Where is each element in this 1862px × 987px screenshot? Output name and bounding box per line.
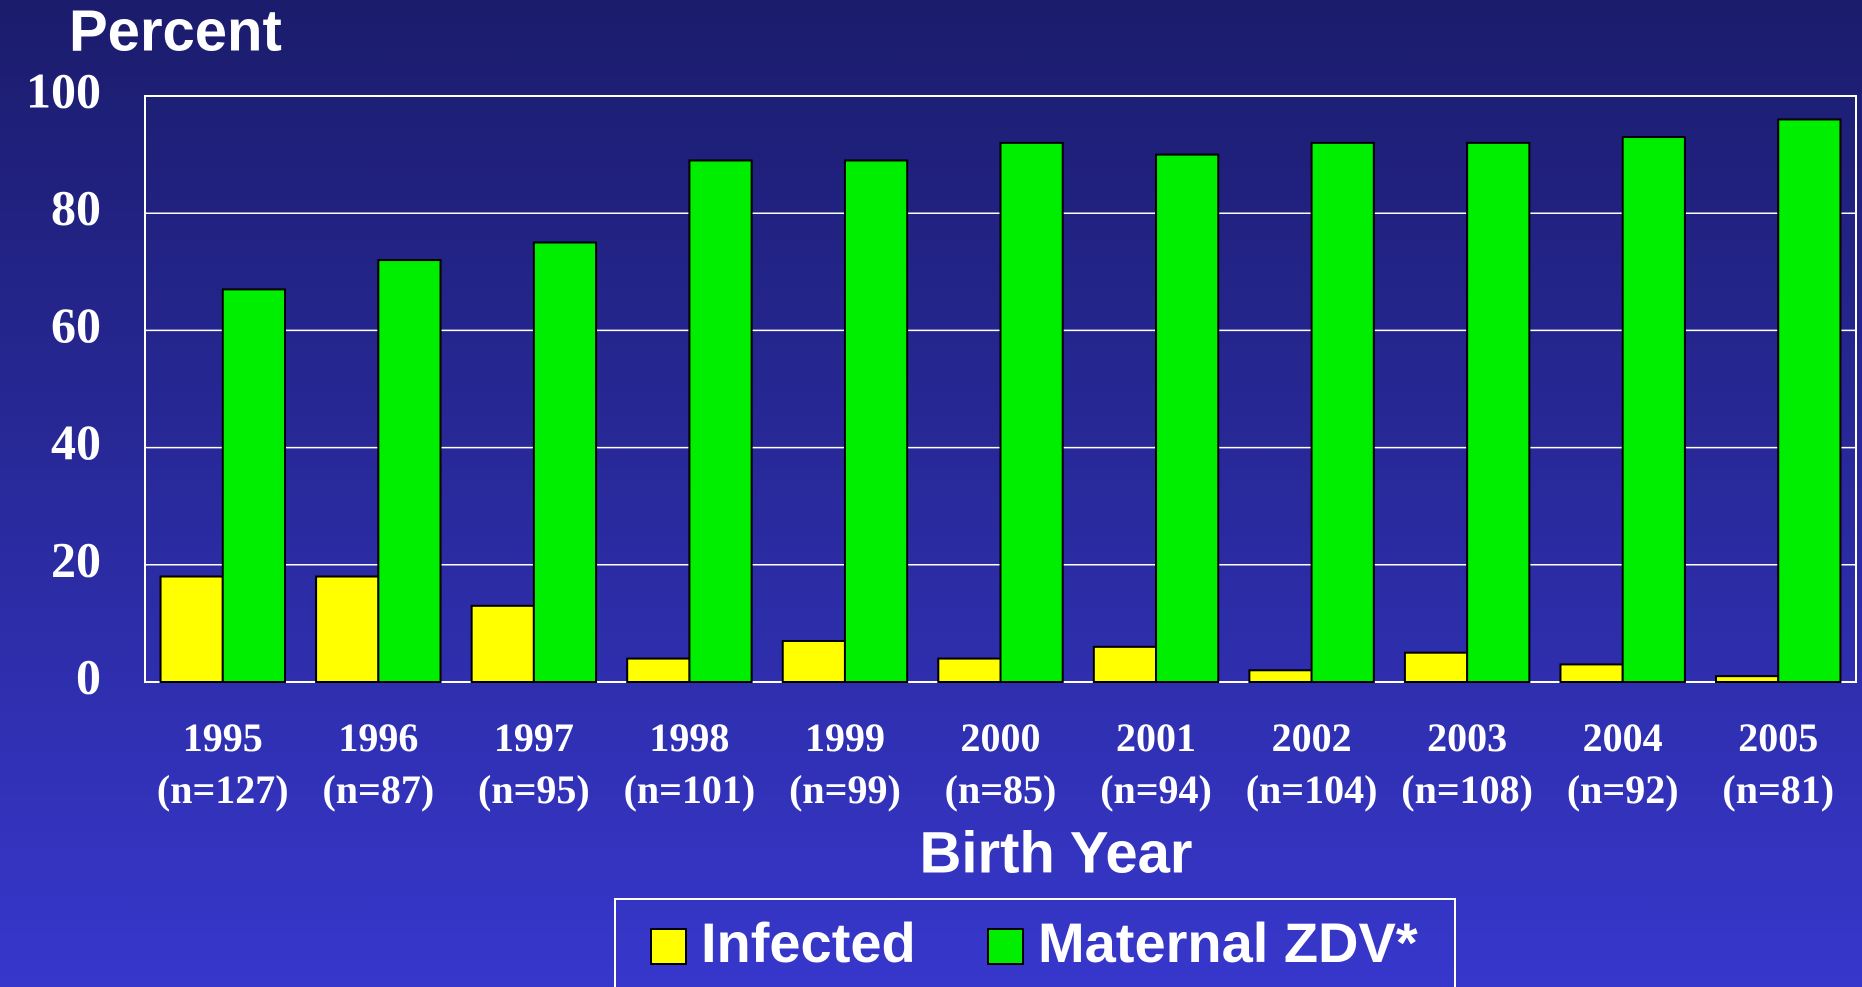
bar: [1559, 663, 1624, 683]
bar: [1777, 118, 1842, 683]
x-tick-label: 1995: [183, 715, 263, 760]
x-tick-label: (n=127): [157, 767, 289, 812]
y-axis-label: Percent: [69, 0, 282, 63]
y-tick-label: 0: [76, 648, 101, 704]
x-axis-label: Birth Year: [920, 820, 1193, 885]
x-tick-label: 2000: [961, 715, 1041, 760]
x-tick-label: (n=108): [1401, 767, 1533, 812]
bar: [470, 604, 535, 684]
bar: [377, 259, 442, 683]
x-tick-label: (n=81): [1722, 767, 1834, 812]
bar: [937, 657, 1002, 683]
legend-label: Maternal ZDV*: [1038, 911, 1418, 974]
x-tick-label: 2005: [1738, 715, 1818, 760]
x-tick-label: (n=104): [1246, 767, 1378, 812]
bar: [781, 639, 846, 683]
y-tick-label: 40: [51, 414, 101, 470]
bar: [626, 657, 691, 683]
bar: [1715, 675, 1780, 684]
bar: [1466, 141, 1531, 683]
y-tick-label: 20: [51, 531, 101, 587]
x-tick-label: 2002: [1272, 715, 1352, 760]
bar: [843, 159, 909, 683]
x-tick-label: 2003: [1427, 715, 1507, 760]
x-tick-label: (n=94): [1100, 767, 1212, 812]
x-tick-label: (n=87): [322, 767, 434, 812]
x-tick-label: (n=92): [1567, 767, 1679, 812]
legend-swatch: [987, 928, 1024, 965]
bar: [1310, 141, 1375, 683]
bar: [1621, 136, 1686, 683]
legend-box: [614, 898, 1456, 987]
x-tick-label: (n=85): [945, 767, 1057, 812]
x-tick-label: 1997: [494, 715, 574, 760]
x-tick-label: (n=101): [624, 767, 756, 812]
x-tick-label: 2001: [1116, 715, 1196, 760]
y-tick-label: 80: [51, 180, 101, 236]
legend-swatch: [650, 928, 687, 965]
bar: [688, 159, 753, 683]
bar: [221, 288, 286, 683]
bar: [315, 575, 380, 684]
y-tick-label: 60: [51, 297, 101, 353]
x-tick-label: 1996: [338, 715, 418, 760]
bar: [1403, 651, 1469, 684]
bar: [1155, 153, 1220, 684]
x-tick-label: (n=95): [478, 767, 590, 812]
x-tick-label: 2004: [1583, 715, 1663, 760]
bar: [159, 575, 224, 684]
y-tick-label: 100: [26, 62, 101, 118]
bar: [1092, 645, 1158, 684]
bar: [1248, 669, 1313, 684]
x-tick-label: 1998: [649, 715, 729, 760]
bar: [999, 141, 1064, 683]
x-tick-label: (n=99): [789, 767, 901, 812]
x-tick-label: 1999: [805, 715, 885, 760]
bar: [532, 241, 598, 683]
legend-label: Infected: [701, 911, 916, 974]
